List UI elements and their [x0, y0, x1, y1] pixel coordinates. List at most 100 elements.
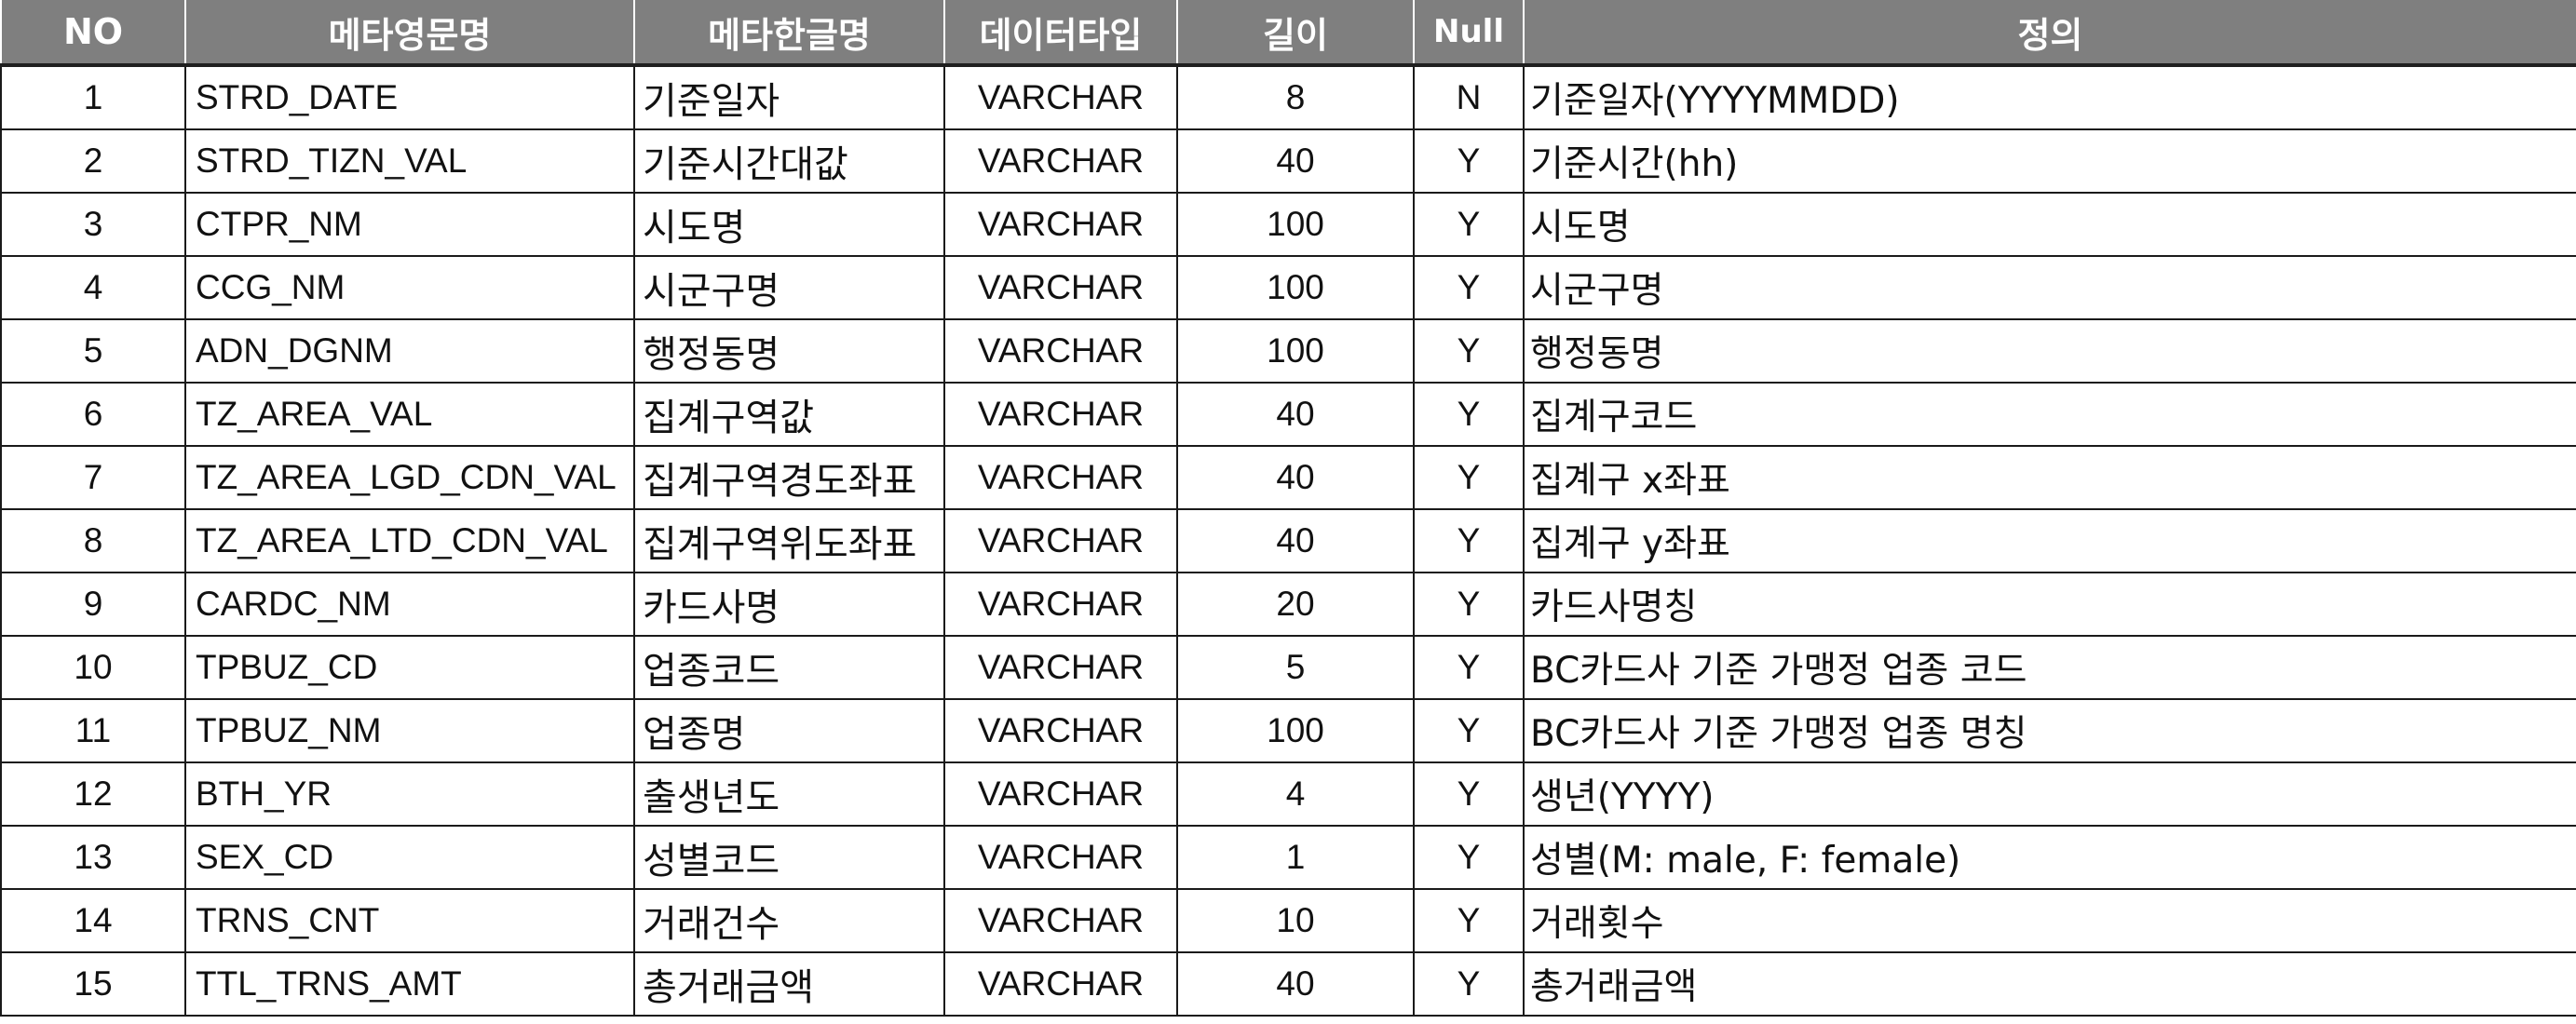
cell-definition[interactable]: 카드사명칭 [1523, 572, 2576, 637]
cell-length[interactable]: 100 [1176, 698, 1415, 763]
cell-null[interactable]: Y [1413, 572, 1525, 637]
cell-meta-english-name[interactable]: TRNS_CNT [184, 888, 635, 953]
cell-length[interactable]: 100 [1176, 192, 1415, 257]
cell-no[interactable]: 6 [0, 382, 186, 447]
cell-length[interactable]: 40 [1176, 128, 1415, 194]
cell-meta-english-name[interactable]: CARDC_NM [184, 572, 635, 637]
cell-length[interactable]: 40 [1176, 382, 1415, 447]
cell-length[interactable]: 100 [1176, 318, 1415, 384]
cell-meta-korean-name[interactable]: 거래건수 [633, 888, 945, 953]
cell-null[interactable]: Y [1413, 825, 1525, 890]
cell-definition[interactable]: 시군구명 [1523, 255, 2576, 320]
cell-length[interactable]: 20 [1176, 572, 1415, 637]
cell-meta-english-name[interactable]: TTL_TRNS_AMT [184, 951, 635, 1017]
cell-length[interactable]: 40 [1176, 508, 1415, 573]
cell-meta-korean-name[interactable]: 총거래금액 [633, 951, 945, 1017]
cell-null[interactable]: Y [1413, 508, 1525, 573]
cell-null[interactable]: Y [1413, 192, 1525, 257]
cell-data-type[interactable]: VARCHAR [943, 888, 1178, 953]
cell-definition[interactable]: 행정동명 [1523, 318, 2576, 384]
cell-no[interactable]: 7 [0, 445, 186, 510]
cell-meta-korean-name[interactable]: 업종코드 [633, 635, 945, 700]
cell-length[interactable]: 4 [1176, 761, 1415, 827]
cell-null[interactable]: N [1413, 65, 1525, 130]
cell-no[interactable]: 5 [0, 318, 186, 384]
cell-no[interactable]: 14 [0, 888, 186, 953]
cell-length[interactable]: 40 [1176, 445, 1415, 510]
cell-null[interactable]: Y [1413, 318, 1525, 384]
cell-null[interactable]: Y [1413, 445, 1525, 510]
cell-no[interactable]: 12 [0, 761, 186, 827]
cell-meta-english-name[interactable]: STRD_TIZN_VAL [184, 128, 635, 194]
header-null[interactable]: Null [1413, 0, 1525, 67]
cell-data-type[interactable]: VARCHAR [943, 508, 1178, 573]
cell-data-type[interactable]: VARCHAR [943, 192, 1178, 257]
header-data-type[interactable]: 데이터타입 [943, 0, 1178, 67]
cell-meta-korean-name[interactable]: 집계구역경도좌표 [633, 445, 945, 510]
cell-length[interactable]: 10 [1176, 888, 1415, 953]
cell-meta-korean-name[interactable]: 시도명 [633, 192, 945, 257]
cell-meta-korean-name[interactable]: 집계구역위도좌표 [633, 508, 945, 573]
cell-no[interactable]: 15 [0, 951, 186, 1017]
cell-no[interactable]: 2 [0, 128, 186, 194]
cell-no[interactable]: 13 [0, 825, 186, 890]
cell-definition[interactable]: BC카드사 기준 가맹정 업종 명칭 [1523, 698, 2576, 763]
cell-data-type[interactable]: VARCHAR [943, 761, 1178, 827]
cell-data-type[interactable]: VARCHAR [943, 382, 1178, 447]
cell-meta-english-name[interactable]: TZ_AREA_LTD_CDN_VAL [184, 508, 635, 573]
cell-data-type[interactable]: VARCHAR [943, 951, 1178, 1017]
cell-meta-korean-name[interactable]: 기준일자 [633, 65, 945, 130]
cell-null[interactable]: Y [1413, 255, 1525, 320]
cell-meta-english-name[interactable]: CTPR_NM [184, 192, 635, 257]
cell-definition[interactable]: 성별(M: male, F: female) [1523, 825, 2576, 890]
cell-no[interactable]: 8 [0, 508, 186, 573]
header-meta-korean-name[interactable]: 메타한글명 [633, 0, 945, 67]
cell-meta-korean-name[interactable]: 성별코드 [633, 825, 945, 890]
cell-meta-english-name[interactable]: SEX_CD [184, 825, 635, 890]
cell-length[interactable]: 8 [1176, 65, 1415, 130]
cell-no[interactable]: 9 [0, 572, 186, 637]
cell-definition[interactable]: BC카드사 기준 가맹정 업종 코드 [1523, 635, 2576, 700]
cell-meta-english-name[interactable]: TZ_AREA_LGD_CDN_VAL [184, 445, 635, 510]
cell-no[interactable]: 4 [0, 255, 186, 320]
cell-definition[interactable]: 거래횟수 [1523, 888, 2576, 953]
cell-definition[interactable]: 집계구코드 [1523, 382, 2576, 447]
cell-meta-korean-name[interactable]: 시군구명 [633, 255, 945, 320]
cell-data-type[interactable]: VARCHAR [943, 65, 1178, 130]
cell-data-type[interactable]: VARCHAR [943, 635, 1178, 700]
cell-definition[interactable]: 집계구 y좌표 [1523, 508, 2576, 573]
cell-data-type[interactable]: VARCHAR [943, 698, 1178, 763]
cell-no[interactable]: 10 [0, 635, 186, 700]
cell-null[interactable]: Y [1413, 888, 1525, 953]
cell-definition[interactable]: 기준시간(hh) [1523, 128, 2576, 194]
cell-meta-english-name[interactable]: BTH_YR [184, 761, 635, 827]
header-definition[interactable]: 정의 [1523, 0, 2576, 67]
cell-data-type[interactable]: VARCHAR [943, 255, 1178, 320]
cell-length[interactable]: 1 [1176, 825, 1415, 890]
cell-definition[interactable]: 총거래금액 [1523, 951, 2576, 1017]
cell-meta-korean-name[interactable]: 업종명 [633, 698, 945, 763]
cell-length[interactable]: 100 [1176, 255, 1415, 320]
cell-null[interactable]: Y [1413, 698, 1525, 763]
cell-data-type[interactable]: VARCHAR [943, 825, 1178, 890]
cell-definition[interactable]: 집계구 x좌표 [1523, 445, 2576, 510]
cell-meta-korean-name[interactable]: 집계구역값 [633, 382, 945, 447]
cell-no[interactable]: 3 [0, 192, 186, 257]
cell-no[interactable]: 11 [0, 698, 186, 763]
cell-data-type[interactable]: VARCHAR [943, 128, 1178, 194]
cell-meta-english-name[interactable]: TZ_AREA_VAL [184, 382, 635, 447]
cell-null[interactable]: Y [1413, 761, 1525, 827]
cell-definition[interactable]: 시도명 [1523, 192, 2576, 257]
cell-meta-korean-name[interactable]: 카드사명 [633, 572, 945, 637]
cell-meta-english-name[interactable]: STRD_DATE [184, 65, 635, 130]
cell-data-type[interactable]: VARCHAR [943, 572, 1178, 637]
cell-length[interactable]: 40 [1176, 951, 1415, 1017]
cell-meta-korean-name[interactable]: 출생년도 [633, 761, 945, 827]
cell-meta-korean-name[interactable]: 행정동명 [633, 318, 945, 384]
header-meta-english-name[interactable]: 메타영문명 [184, 0, 635, 67]
cell-null[interactable]: Y [1413, 951, 1525, 1017]
cell-meta-english-name[interactable]: TPBUZ_CD [184, 635, 635, 700]
cell-length[interactable]: 5 [1176, 635, 1415, 700]
cell-null[interactable]: Y [1413, 382, 1525, 447]
cell-no[interactable]: 1 [0, 65, 186, 130]
